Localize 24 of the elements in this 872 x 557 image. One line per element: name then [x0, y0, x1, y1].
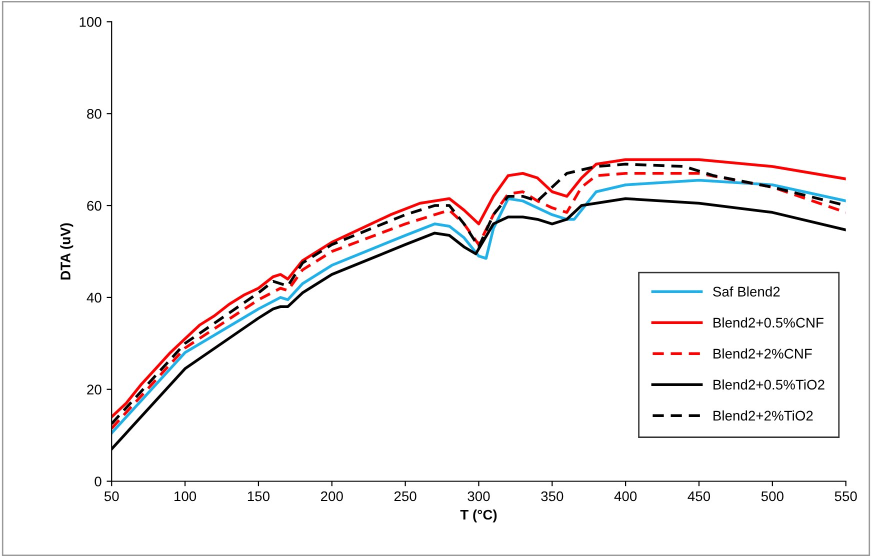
x-tick-label: 400	[614, 491, 637, 502]
y-tick-label: 80	[87, 108, 102, 119]
x-axis-title: T (°C)	[460, 509, 497, 522]
legend-label: Blend2+0.5%CNF	[714, 317, 824, 328]
y-tick-label: 40	[86, 292, 102, 303]
y-tick-label: 100	[80, 17, 102, 27]
legend-label: Blend2+2%TiO2	[714, 410, 813, 421]
x-tick-label: 550	[834, 491, 857, 502]
y-axis-title: DTA (uV)	[60, 223, 74, 280]
x-tick-label: 350	[541, 491, 564, 502]
y-tick-label: 0	[94, 476, 102, 486]
legend-label: Blend2+2%CNF	[714, 348, 812, 359]
x-tick-label: 300	[468, 491, 490, 502]
legend-label: Blend2+0.5%TiO2	[714, 379, 824, 390]
x-tick-label: 50	[104, 491, 119, 502]
x-tick-label: 200	[320, 491, 343, 502]
x-tick-label: 250	[394, 491, 416, 502]
y-tick-label: 20	[87, 384, 102, 395]
legend-label: Saf Blend2	[713, 286, 780, 297]
x-tick-label: 150	[248, 491, 270, 502]
x-tick-label: 450	[688, 491, 710, 502]
x-tick-label: 100	[174, 491, 196, 502]
x-tick-label: 500	[761, 491, 784, 502]
y-tick-label: 60	[87, 200, 102, 211]
